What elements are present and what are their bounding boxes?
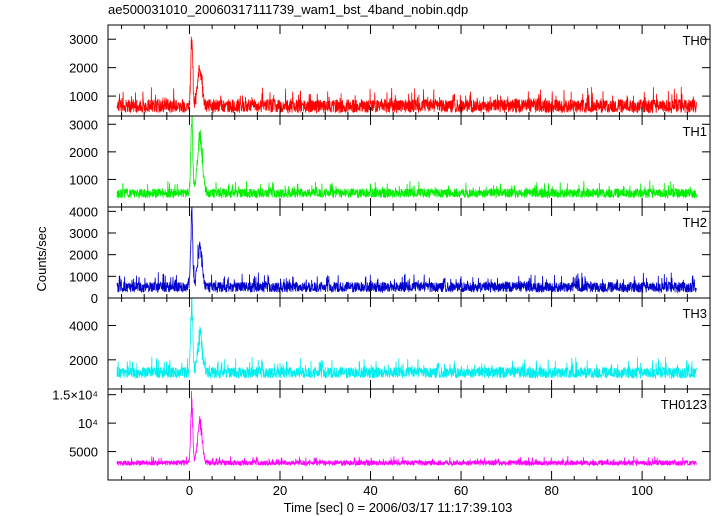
series-line-th2 xyxy=(116,206,697,294)
series-line-th0 xyxy=(116,36,697,115)
y-tick-label: 0 xyxy=(91,291,98,306)
y-tick-label: 2000 xyxy=(69,61,98,76)
y-tick-label: 1000 xyxy=(69,269,98,284)
y-tick-label: 10⁴ xyxy=(78,416,98,431)
x-tick-label: 60 xyxy=(454,483,468,498)
y-tick-label: 1000 xyxy=(69,89,98,104)
y-tick-label: 4000 xyxy=(69,204,98,219)
y-tick-label: 1.5×10⁴ xyxy=(52,388,98,403)
panel-th3: 2000 4000 TH3 xyxy=(69,297,711,390)
x-tick-label: 20 xyxy=(273,483,287,498)
panel-label: TH2 xyxy=(682,215,707,230)
x-tick-label: 100 xyxy=(631,483,653,498)
panel-label: TH3 xyxy=(682,306,707,321)
panel-th0123: 5000 10⁴ 1.5×10⁴ TH0123 xyxy=(52,388,711,481)
series-line-th0123 xyxy=(116,390,697,467)
y-tick-label: 2000 xyxy=(69,353,98,368)
x-tick-label: 80 xyxy=(544,483,558,498)
chart-title: ae500031010_20060317111739_wam1_bst_4ban… xyxy=(108,2,468,17)
y-tick-label: 1000 xyxy=(69,172,98,187)
y-tick-label: 3000 xyxy=(69,32,98,47)
x-tick-label: 40 xyxy=(363,483,377,498)
panel-th0: 1000 2000 3000 TH0 xyxy=(69,24,711,117)
panel-frame xyxy=(107,388,711,481)
panel-th1: 1000 2000 3000 TH1 xyxy=(69,115,711,208)
series-line-th1 xyxy=(116,115,697,200)
y-axis-label: Counts/sec xyxy=(34,226,49,292)
panel-label: TH0123 xyxy=(661,397,707,412)
y-tick-label: 2000 xyxy=(69,248,98,263)
panel-th2: 0 1000 2000 3000 4000 TH2 xyxy=(69,204,711,306)
x-tick-label: 0 xyxy=(186,483,193,498)
y-tick-label: 3000 xyxy=(69,226,98,241)
x-axis-label: Time [sec] 0 = 2006/03/17 11:17:39.103 xyxy=(284,500,513,515)
y-tick-label: 4000 xyxy=(69,318,98,333)
panel-label: TH0 xyxy=(682,33,707,48)
series-line-th3 xyxy=(116,297,697,380)
y-tick-label: 3000 xyxy=(69,117,98,132)
panel-label: TH1 xyxy=(682,124,707,139)
y-tick-label: 2000 xyxy=(69,145,98,160)
y-tick-label: 5000 xyxy=(69,445,98,460)
